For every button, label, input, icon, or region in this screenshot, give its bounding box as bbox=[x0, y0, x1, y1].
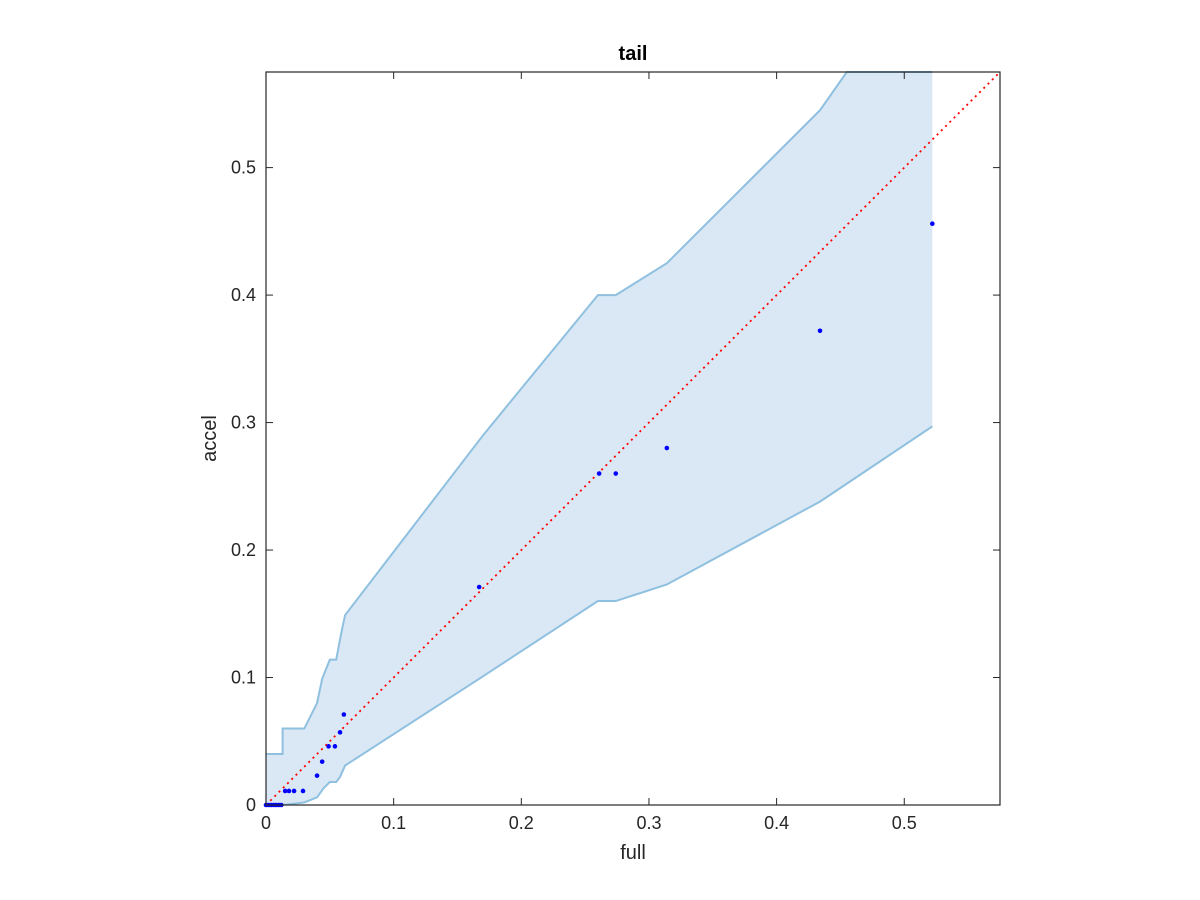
y-tick-label: 0.3 bbox=[231, 413, 256, 433]
band-upper-edge bbox=[266, 71, 933, 756]
data-point bbox=[817, 328, 823, 334]
x-tick-label: 0.5 bbox=[892, 813, 917, 833]
plot-area bbox=[263, 71, 1001, 808]
data-point bbox=[282, 788, 288, 794]
data-point bbox=[341, 712, 347, 717]
x-tick-label: 0.2 bbox=[509, 813, 534, 833]
data-point bbox=[286, 788, 292, 794]
data-point bbox=[300, 788, 306, 794]
x-ticks: 0 0.1 0.2 0.3 0.4 0.5 bbox=[261, 72, 917, 833]
chart-title: tail bbox=[619, 43, 648, 65]
x-tick-label: 0.1 bbox=[381, 813, 406, 833]
data-point bbox=[476, 584, 482, 590]
x-tick-label: 0 bbox=[261, 813, 271, 833]
data-point bbox=[613, 471, 619, 476]
y-tick-label: 0 bbox=[246, 795, 256, 815]
x-tick-label: 0.3 bbox=[636, 813, 661, 833]
x-tick-label: 0.4 bbox=[764, 813, 789, 833]
y-ticks: 0 0.1 0.2 0.3 0.4 0.5 bbox=[231, 158, 1000, 815]
x-axis-label: full bbox=[620, 842, 646, 864]
data-point bbox=[319, 759, 325, 764]
band-fill bbox=[266, 72, 933, 805]
data-point bbox=[337, 730, 343, 735]
data-point bbox=[314, 773, 320, 778]
data-point bbox=[326, 744, 331, 749]
confidence-band bbox=[266, 71, 933, 806]
data-point bbox=[332, 744, 338, 749]
axes-box bbox=[265, 71, 1001, 806]
y-tick-label: 0.2 bbox=[231, 540, 256, 560]
y-axis-label: accel bbox=[199, 415, 221, 462]
reference-line-layer bbox=[265, 71, 1001, 806]
y-tick-label: 0.4 bbox=[231, 285, 256, 305]
data-point bbox=[664, 445, 670, 451]
data-point bbox=[596, 471, 602, 476]
y-tick-label: 0.1 bbox=[231, 668, 256, 688]
y-tick-label: 0.5 bbox=[231, 158, 256, 178]
data-point bbox=[291, 788, 297, 794]
band-lower-edge bbox=[266, 425, 933, 806]
reference-line bbox=[265, 71, 1001, 806]
data-point bbox=[930, 221, 935, 226]
